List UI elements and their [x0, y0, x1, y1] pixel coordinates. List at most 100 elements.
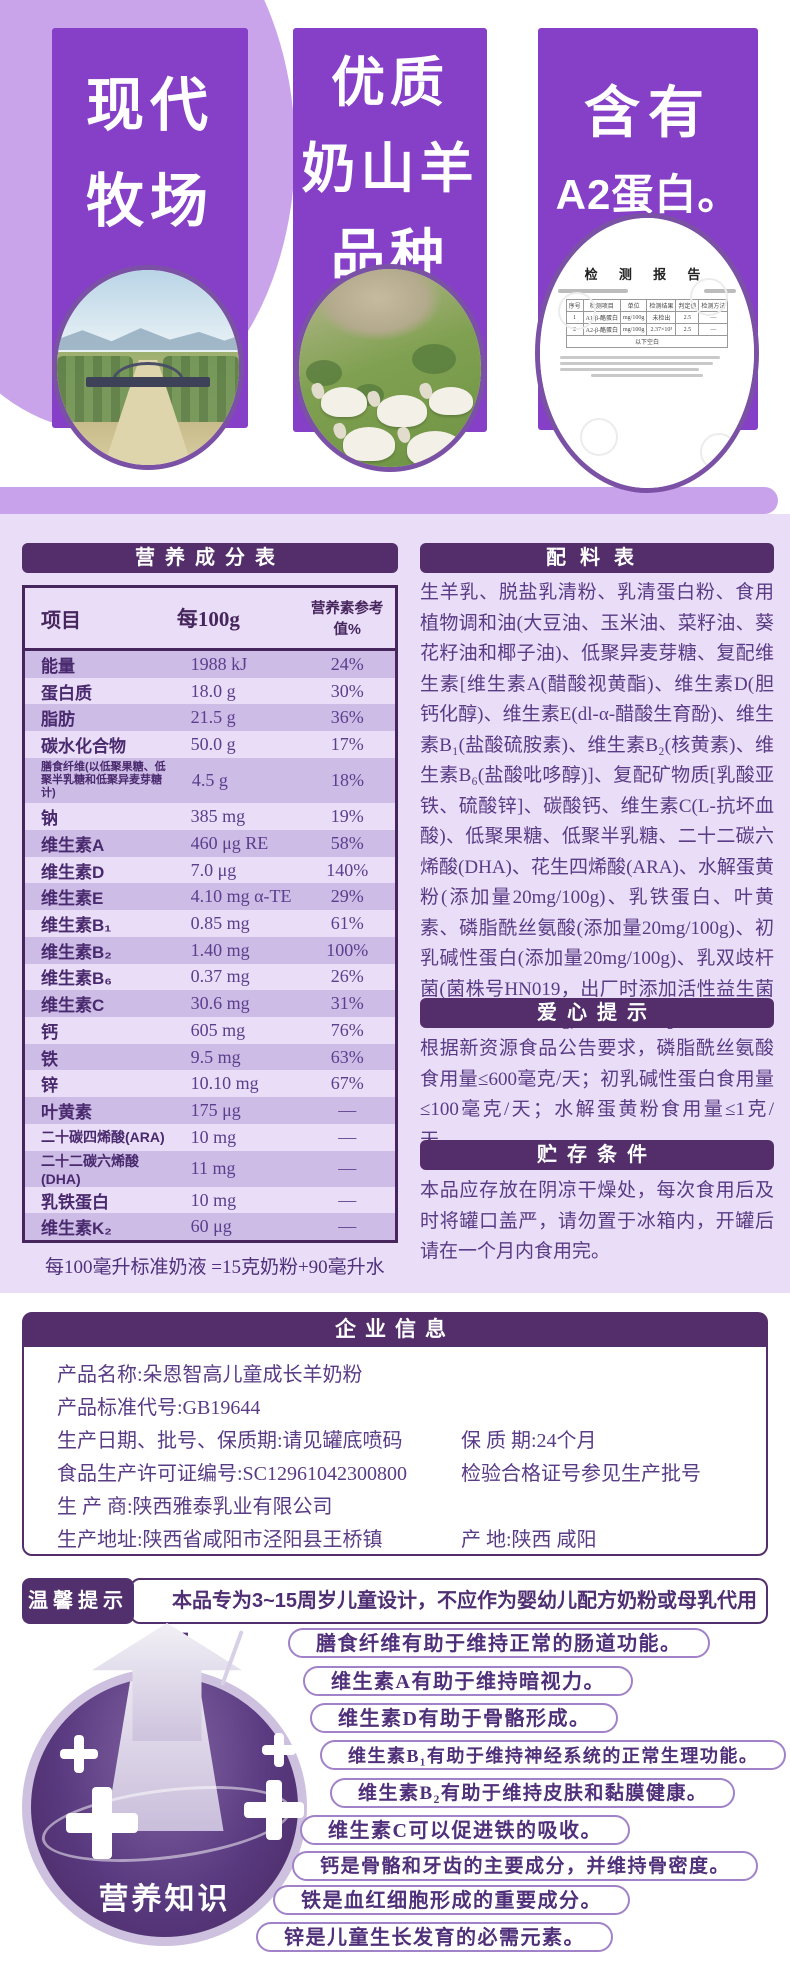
nutrition-cell-label: 乳铁蛋白 — [41, 1192, 109, 1212]
nutrition-cell-label: 维生素E — [41, 889, 104, 909]
banner-line: A2蛋白。 — [555, 171, 741, 218]
nutrition-title-bar: 营养成分表 — [22, 543, 398, 573]
nutrition-row: 维生素B₁ 0.85 mg 61% — [25, 910, 395, 937]
bush — [411, 344, 456, 375]
company-field-left: 生产地址:陕西省咸阳市泾阳县王桥镇 — [57, 1529, 383, 1551]
nutrition-row: 脂肪 21.5 g 36% — [25, 704, 395, 732]
nutrition-row: 维生素K₂ 60 μg — — [25, 1213, 395, 1241]
nutrition-cell-label: 钙 — [41, 1022, 58, 1042]
nutrition-row: 钠 385 mg 19% — [25, 803, 395, 830]
nutrition-cell-nrv: 29% — [330, 886, 364, 907]
nutrition-row: 维生素C 30.6 mg 31% — [25, 990, 395, 1018]
farm-photo — [52, 265, 244, 470]
knowledge-pill: 维生素C可以促进铁的吸收。 — [300, 1815, 630, 1845]
nutrition-cell-label: 维生素D — [41, 862, 105, 882]
tree-rows — [57, 355, 134, 423]
report-number-line — [558, 289, 628, 293]
nutrition-row: 能量 1988 kJ 24% — [25, 651, 395, 678]
knowledge-pill: 铁是血红细胞形成的重要成分。 — [273, 1885, 630, 1915]
nutrition-cell-nrv: 31% — [330, 993, 364, 1014]
test-report-photo: 检 测 报 告 序号 检测项目 单位 检测结果 判定值 检测方法 1 A1-β-酪蛋白 mg/1… — [535, 213, 759, 493]
nutrition-row: 维生素B₆ 0.37 mg 26% — [25, 964, 395, 991]
nutrition-row: 维生素D 7.0 μg 140% — [25, 857, 395, 884]
banner-line: 奶山羊 — [301, 139, 479, 199]
banner-line: 现代 — [85, 73, 214, 138]
nutrition-cell-label: 钠 — [41, 809, 58, 829]
nutrition-row: 膳食纤维(以低聚果糖、低聚半乳糖和低聚异麦芽糖计) 4.5 g 18% — [25, 757, 395, 804]
company-info-row: 食品生产许可证编号:SC12961042300800 检验合格证号参见生产批号 — [57, 1458, 766, 1491]
nutrition-row: 乳铁蛋白 10 mg — — [25, 1187, 395, 1214]
nutrition-cell-label: 蛋白质 — [41, 683, 92, 703]
nutrition-row: 维生素B₂ 1.40 mg 100% — [25, 936, 395, 964]
nutrition-cell-nrv: 24% — [330, 653, 364, 674]
nutrition-row: 维生素A 460 μg RE 58% — [25, 830, 395, 857]
knowledge-pill: 钙是骨骼和牙齿的主要成分，并维持骨密度。 — [292, 1851, 759, 1881]
nutrition-row: 铁 9.5 mg 63% — [25, 1043, 395, 1071]
company-info-title: 企业信息 — [23, 1313, 767, 1347]
ingredients-text: 生羊乳、脱盐乳清粉、乳清蛋白粉、食用植物调和油(大豆油、玉米油、菜籽油、葵花籽油… — [420, 582, 774, 1030]
storage-title-bar: 贮存条件 — [420, 1140, 774, 1170]
nutrition-cell-label: 叶黄素 — [41, 1103, 92, 1123]
report-doc: 检 测 报 告 序号 检测项目 单位 检测结果 判定值 检测方法 1 A1-β-酪蛋白 mg/1… — [540, 218, 754, 488]
company-field-right: 检验合格证号参见生产批号 — [461, 1463, 701, 1485]
nutrition-cell-val: 10 mg — [190, 1126, 237, 1147]
bush — [306, 360, 343, 387]
nutrition-cell-label: 二十碳四烯酸(ARA) — [41, 1129, 165, 1146]
note-line — [591, 374, 703, 377]
goat — [407, 431, 463, 467]
goat — [377, 395, 427, 427]
company-field-left: 生 产 商:陕西雅泰乳业有限公司 — [57, 1496, 333, 1518]
nutrition-cell-nrv: — — [338, 1126, 357, 1147]
report-cell: 2.5 — [675, 311, 700, 324]
nutrition-cell-nrv: 19% — [330, 806, 364, 827]
nutrition-cell-nrv: — — [338, 1189, 357, 1210]
col-nrv: 营养素参考值% — [310, 601, 384, 638]
company-info-row: 生 产 商:陕西雅泰乳业有限公司 — [57, 1491, 766, 1524]
nutrition-cell-nrv: 67% — [330, 1073, 364, 1094]
nutrition-cell-nrv: 140% — [326, 859, 369, 880]
nutrition-cell-label: 二十二碳六烯酸(DHA) — [41, 1152, 139, 1187]
nutrition-cell-val: 50.0 g — [190, 734, 236, 755]
watermark-circle — [580, 418, 618, 456]
report-title: 检 测 报 告 — [584, 267, 710, 282]
nutrition-cell-label: 维生素B₁ — [41, 916, 112, 936]
tree-rows — [162, 355, 239, 423]
nutrition-cell-val: 30.6 mg — [190, 993, 250, 1014]
company-field-left: 食品生产许可证编号:SC12961042300800 — [57, 1463, 408, 1485]
ingredients-title-bar: 配料表 — [420, 543, 774, 573]
nutrition-cell-nrv: — — [338, 1158, 357, 1179]
badge-label: 营养知识 — [98, 1883, 231, 1916]
report-col-header: 检测结果 — [646, 299, 677, 312]
nutrition-cell-nrv: 76% — [330, 1019, 364, 1040]
plus-icon — [66, 1787, 138, 1859]
nutrition-cell-val: 0.37 mg — [190, 966, 250, 987]
banner-line: 含有 — [584, 81, 712, 144]
nutrition-cell-nrv: — — [338, 1216, 357, 1237]
warm-tip-tab: 温馨提示 — [22, 1578, 134, 1624]
plus-icon — [60, 1735, 98, 1773]
nutrition-table: 项目 每100g 营养素参考值% 能量 1988 kJ 24% 蛋白质 18.0 g 30… — [22, 585, 398, 1243]
nutrition-cell-nrv: 100% — [326, 939, 369, 960]
nutrition-cell-val: 1988 kJ — [190, 653, 248, 674]
col-item: 项目 — [41, 609, 81, 632]
nutrition-cell-val: 4.5 g — [191, 770, 228, 791]
nutrition-cell-val: 1.40 mg — [190, 939, 250, 960]
nutrition-cell-val: 0.85 mg — [190, 913, 250, 934]
col-per100g: 每100g — [176, 607, 240, 631]
nutrition-cell-nrv: 61% — [330, 913, 364, 934]
company-info-row: 生产日期、批号、保质期:请见罐底喷码 保 质 期:24个月 — [57, 1425, 766, 1458]
nutrition-row: 二十二碳六烯酸(DHA) 11 mg — — [25, 1150, 395, 1187]
company-info-row: 生产地址:陕西省咸阳市泾阳县王桥镇 产 地:陕西 咸阳 — [57, 1524, 766, 1557]
report-cell: mg/100g — [619, 311, 648, 324]
nutrition-table-header: 项目 每100g 营养素参考值% — [25, 588, 395, 651]
nutrition-row: 蛋白质 18.0 g 30% — [25, 678, 395, 705]
banner-line: 优质 — [331, 53, 449, 113]
knowledge-pill: 维生素A有助于维持暗视力。 — [303, 1666, 633, 1696]
nutrition-row: 锌 10.10 mg 67% — [25, 1070, 395, 1097]
nutrition-cell-label: 维生素C — [41, 996, 105, 1016]
nutrition-cell-label: 脂肪 — [41, 710, 75, 730]
knowledge-pill: 维生素D有助于骨骼形成。 — [310, 1703, 619, 1733]
nutrition-cell-val: 9.5 mg — [190, 1046, 241, 1067]
nutrition-row: 叶黄素 175 μg — — [25, 1097, 395, 1124]
